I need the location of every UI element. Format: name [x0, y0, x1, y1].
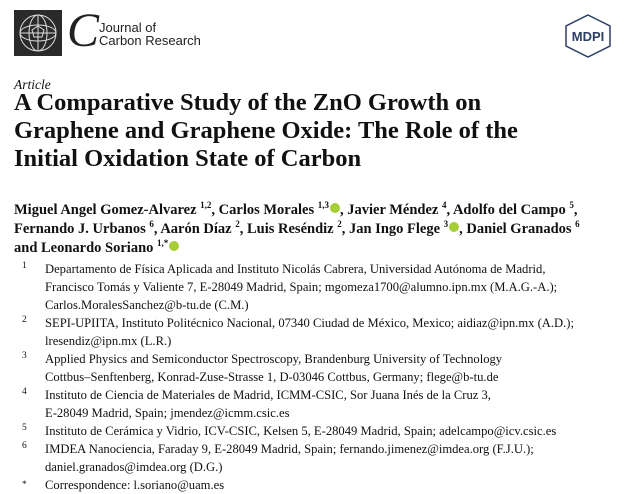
orcid-icon[interactable] — [169, 240, 180, 251]
title-line: Initial Oxidation State of Carbon — [14, 145, 362, 172]
affiliation-number: 5 — [22, 423, 27, 433]
author-affiliation-marker: 1,2 — [200, 200, 212, 210]
author-separator: , — [446, 201, 453, 218]
affiliation-text: SEPI-UPIITA, Instituto Politécnico Nacio… — [45, 316, 574, 330]
author-line: Miguel Angel Gomez-Alvarez 1,2, Carlos M… — [14, 196, 578, 220]
author-separator: , — [573, 201, 578, 218]
title-line: Graphene and Graphene Oxide: The Role of… — [14, 117, 518, 144]
affiliation-text: Carlos.MoralesSanchez@b-tu.de (C.M.) — [45, 298, 249, 312]
author-affiliation-marker: 1,* — [157, 238, 169, 248]
author-name[interactable]: Aarón Díaz — [160, 220, 232, 237]
author-name[interactable]: Jan Ingo Flege — [348, 220, 441, 237]
orcid-icon[interactable] — [449, 221, 460, 232]
affiliation-text: Departamento de Física Aplicada and Inst… — [45, 262, 546, 276]
author-line: Fernando J. Urbanos 6, Aarón Díaz 2, Lui… — [14, 215, 580, 239]
author-affiliation-marker: 1,3 — [317, 200, 329, 210]
author-name[interactable]: Fernando J. Urbanos — [14, 220, 146, 237]
affiliation-text: Instituto de Ciencia de Materiales de Ma… — [45, 388, 491, 402]
affiliation-text: daniel.granados@imdea.org (D.G.) — [45, 460, 223, 474]
mdpi-logo: MDPI — [563, 14, 613, 58]
author-separator: , — [239, 220, 247, 237]
author-name[interactable]: Carlos Morales — [218, 201, 315, 218]
author-name[interactable]: Javier Méndez — [347, 201, 439, 218]
affiliation-text: E-28049 Madrid, Spain; jmendez@icmm.csic… — [45, 406, 290, 420]
affiliation-number: 4 — [22, 387, 27, 397]
journal-name-line1: Journal of — [99, 20, 157, 35]
affiliation-text: Instituto de Cerámica y Vidrio, ICV-CSIC… — [45, 424, 557, 438]
author-affiliation-marker: 2 — [235, 219, 240, 229]
affiliation-number: 6 — [22, 441, 27, 451]
author-name[interactable]: Daniel Granados — [466, 220, 572, 237]
affiliation-text: IMDEA Nanociencia, Faraday 9, E-28049 Ma… — [45, 442, 534, 456]
author-name[interactable]: Miguel Angel Gomez-Alvarez — [14, 201, 197, 218]
author-affiliation-marker: 2 — [337, 219, 342, 229]
affiliation-number: 1 — [22, 261, 27, 271]
author-separator: , — [459, 220, 467, 237]
affiliation-text: Applied Physics and Semiconductor Spectr… — [45, 352, 503, 366]
author-name[interactable]: Luis Reséndiz — [246, 220, 334, 237]
affiliation-text: Francisco Tomás y Valiente 7, E-28049 Ma… — [45, 280, 558, 294]
author-separator: , — [153, 220, 161, 237]
author-separator: , — [341, 220, 349, 237]
publisher-name: MDPI — [572, 29, 605, 44]
author-affiliation-marker: 4 — [442, 200, 447, 210]
author-affiliation-marker: 6 — [149, 219, 154, 229]
affiliation-text: Cottbus–Senftenberg, Konrad-Zuse-Strasse… — [45, 370, 499, 384]
orcid-icon[interactable] — [329, 202, 340, 213]
author-affiliation-marker: 5 — [569, 200, 574, 210]
affiliation-text: lresendiz@ipn.mx (L.R.) — [45, 334, 172, 348]
author-name[interactable]: Adolfo del Campo — [452, 201, 566, 218]
title-line: A Comparative Study of the ZnO Growth on — [14, 89, 482, 116]
author-separator: , — [339, 201, 348, 218]
author-name[interactable]: and Leonardo Soriano — [14, 239, 154, 256]
article-type: Article — [14, 77, 51, 92]
journal-logo-fullerene — [14, 10, 62, 56]
author-affiliation-marker: 3 — [443, 219, 449, 229]
affiliation-number: 2 — [22, 315, 27, 325]
author-separator: , — [211, 201, 219, 218]
affiliation-number: * — [22, 480, 27, 490]
journal-name-line2: Carbon Research — [99, 33, 201, 48]
author-line: and Leonardo Soriano 1,* — [14, 234, 180, 258]
journal-letter: C — [67, 4, 100, 57]
author-affiliation-marker: 6 — [575, 219, 580, 229]
affiliation-number: 3 — [22, 351, 27, 361]
